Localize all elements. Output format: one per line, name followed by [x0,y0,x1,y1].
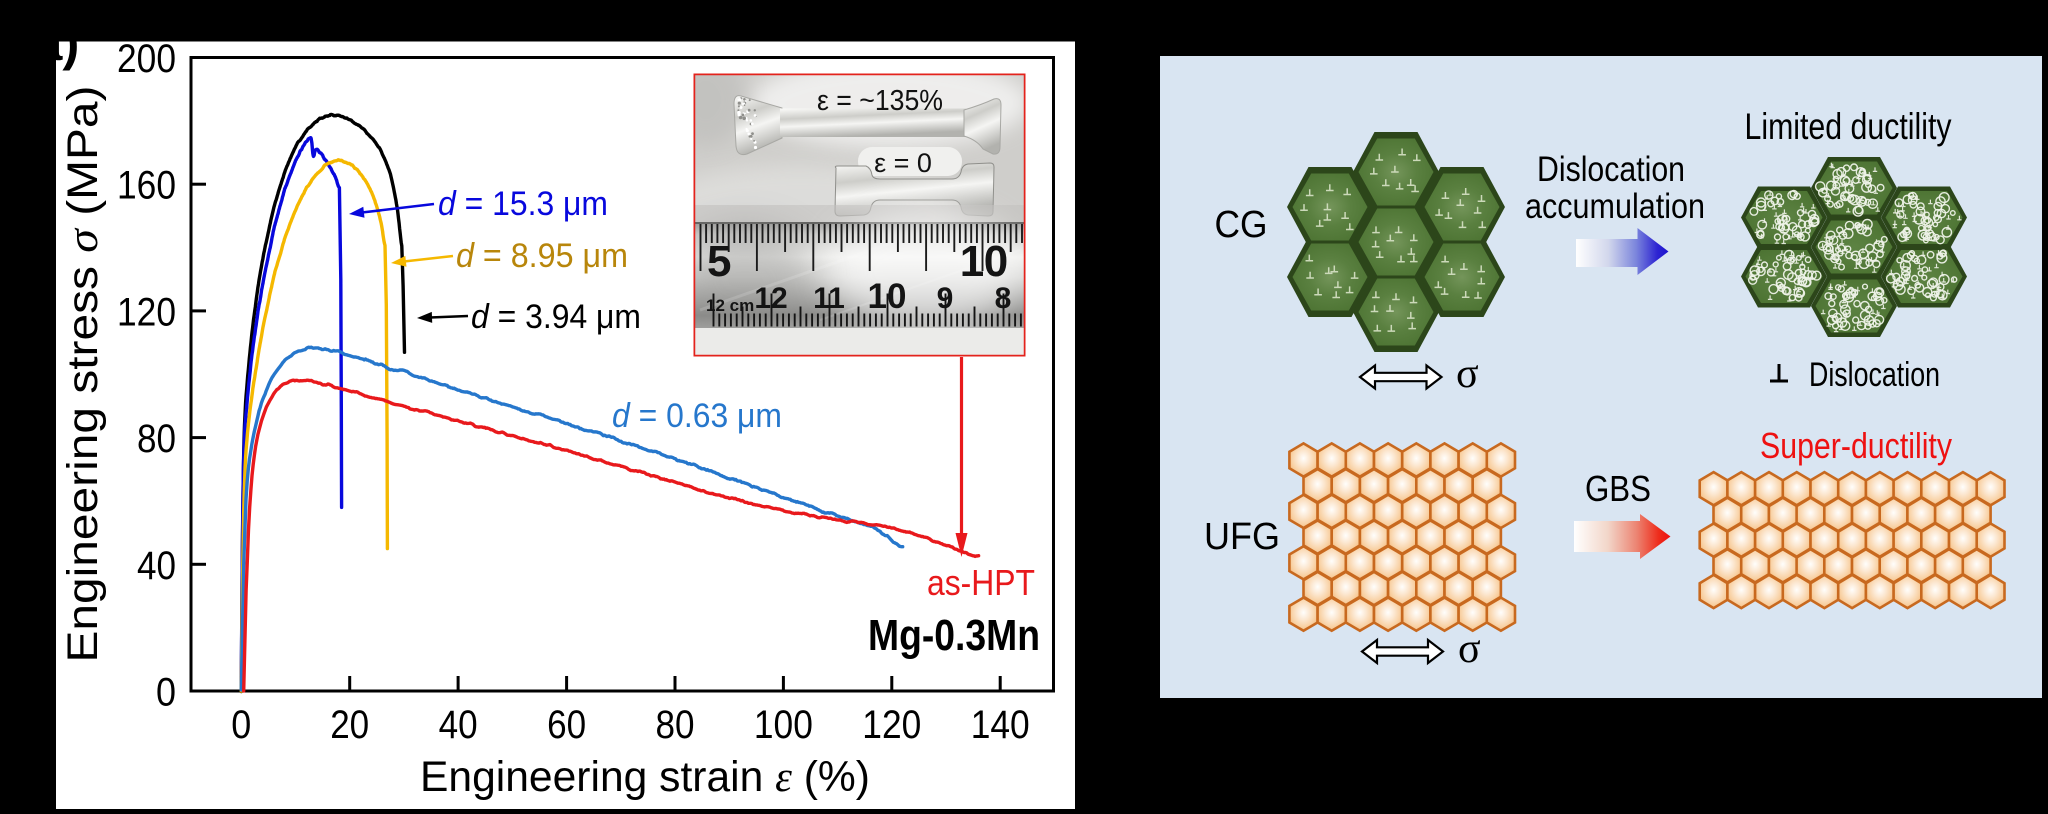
svg-text:Engineering stress σ (MPa): Engineering stress σ (MPa) [59,85,107,662]
svg-text:Mg-0.3Mn: Mg-0.3Mn [868,611,1040,660]
svg-text:Limited ductility: Limited ductility [1745,106,1952,147]
svg-text:120: 120 [862,703,921,747]
svg-text:12: 12 [754,282,787,315]
svg-text:GBS: GBS [1585,468,1651,509]
svg-text:120: 120 [117,290,176,334]
svg-text:12 cm: 12 cm [706,296,754,315]
svg-text:200: 200 [117,37,176,81]
svg-text:d = 8.95 μm: d = 8.95 μm [456,237,628,275]
svg-text:5: 5 [707,237,731,286]
svg-text:ε = ~135%: ε = ~135% [817,85,943,117]
svg-text:d = 0.63 μm: d = 0.63 μm [612,397,782,435]
svg-text:0: 0 [984,237,1008,286]
svg-text:80: 80 [137,417,176,461]
svg-text:σ: σ [1456,351,1479,397]
svg-text:10: 10 [868,277,907,316]
svg-text:9: 9 [937,282,954,315]
svg-text:d = 15.3 μm: d = 15.3 μm [438,185,608,223]
svg-text:20: 20 [330,703,369,747]
svg-text:0: 0 [156,671,176,715]
svg-text:d = 3.94 μm: d = 3.94 μm [471,298,641,336]
svg-text:80: 80 [656,703,695,747]
svg-text:8: 8 [995,282,1012,315]
svg-text:a): a) [34,14,79,71]
svg-text:Engineering strain ε (%): Engineering strain ε (%) [420,753,870,801]
svg-text:100: 100 [754,703,813,747]
svg-text:Super-ductility: Super-ductility [1760,425,1952,466]
svg-text:160: 160 [117,164,176,208]
svg-text:UFG: UFG [1204,516,1280,558]
svg-text:σ: σ [1458,626,1481,672]
svg-text:140: 140 [971,703,1030,747]
svg-text:ε = 0: ε = 0 [874,148,932,178]
svg-text:accumulation: accumulation [1525,187,1705,226]
svg-text:Dislocation: Dislocation [1537,150,1685,189]
svg-text:0: 0 [231,703,251,747]
svg-text:CG: CG [1215,204,1268,246]
svg-text:40: 40 [439,703,478,747]
svg-text:60: 60 [547,703,586,747]
svg-text:as-HPT: as-HPT [927,562,1035,603]
svg-text:Dislocation: Dislocation [1809,356,1940,394]
svg-text:1: 1 [960,237,984,286]
svg-text:40: 40 [137,544,176,588]
svg-text:11: 11 [813,282,845,315]
